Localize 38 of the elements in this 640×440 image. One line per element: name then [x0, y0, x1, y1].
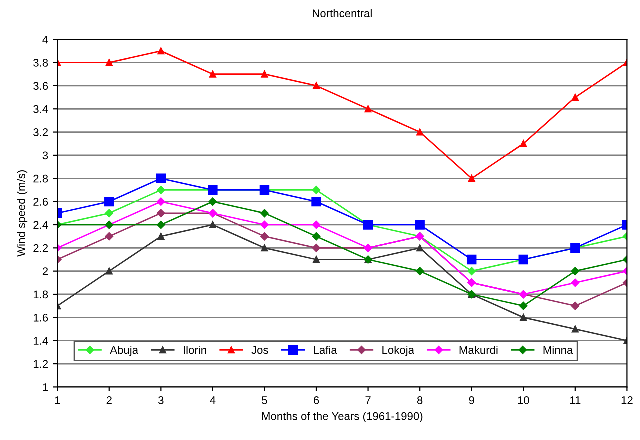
legend-label: Makurdi — [460, 346, 498, 354]
y-tick-label: 1.8 — [34, 290, 48, 299]
legend-label: Ilorin — [184, 346, 206, 354]
x-tick-label: 8 — [417, 396, 423, 404]
x-axis-title: Months of the Years (1961-1990) — [262, 412, 423, 422]
x-tick-label: 11 — [570, 396, 581, 404]
chart-title: Northcentral — [313, 9, 372, 18]
x-tick-label: 4 — [210, 396, 216, 404]
legend-label: Lokoja — [382, 346, 414, 356]
y-tick-label: 3.4 — [34, 105, 48, 114]
y-tick-label: 2.6 — [34, 198, 48, 206]
y-axis-title: Wind speed (m/s) — [17, 170, 28, 257]
x-tick-label: 3 — [158, 396, 164, 404]
legend-label: Lafia — [314, 346, 338, 354]
x-tick-label: 6 — [314, 396, 320, 404]
legend-label: Minna — [544, 346, 574, 354]
y-tick-label: 3.2 — [34, 128, 48, 136]
y-tick-label: 2.8 — [34, 174, 48, 183]
y-tick-label: 1.4 — [34, 337, 48, 345]
legend-label: Jos — [252, 346, 268, 354]
x-tick-label: 7 — [366, 396, 371, 404]
y-tick-label: 1.2 — [34, 360, 48, 368]
y-tick-label: 1.6 — [34, 314, 48, 322]
x-tick-label: 2 — [106, 396, 112, 404]
y-tick-label: 2.4 — [34, 221, 48, 230]
x-tick-label: 1 — [55, 396, 60, 404]
y-tick-label: 3.8 — [34, 59, 48, 67]
y-tick-label: 1 — [43, 384, 48, 392]
y-tick-label: 3 — [42, 152, 48, 160]
x-tick-label: 5 — [262, 396, 268, 404]
legend-label: Abuja — [110, 346, 139, 356]
x-tick-label: 9 — [469, 396, 474, 404]
y-tick-label: 4 — [42, 36, 48, 44]
x-tick-label: 10 — [518, 396, 530, 404]
x-tick-label: 12 — [622, 396, 633, 404]
y-tick-label: 2.2 — [34, 244, 48, 252]
y-tick-label: 3.6 — [34, 82, 48, 90]
y-tick-label: 2 — [42, 268, 48, 276]
